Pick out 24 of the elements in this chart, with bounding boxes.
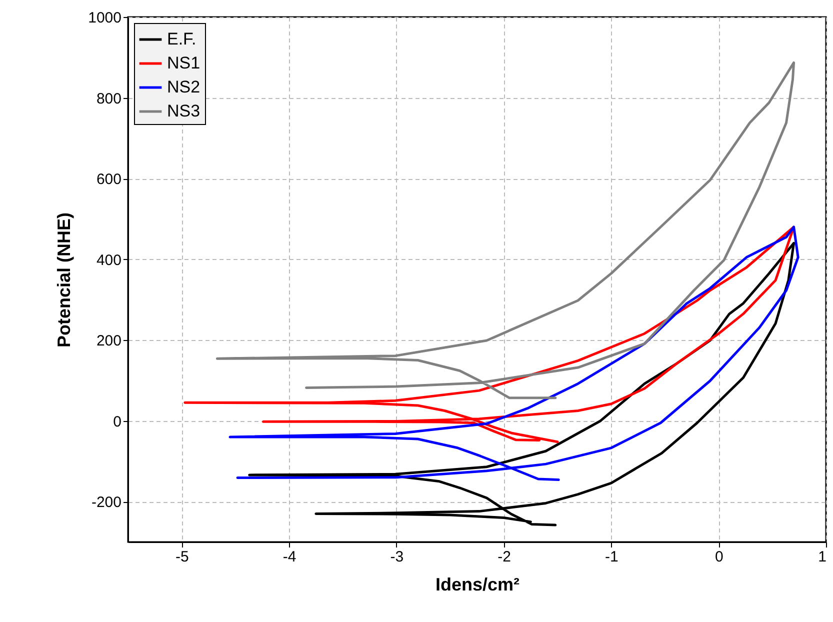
y-tick-label: 400: [96, 252, 122, 269]
line-series: [216, 61, 796, 400]
legend-label: NS3: [167, 102, 200, 120]
line-series: [248, 242, 796, 526]
x-tick-label: -2: [498, 548, 512, 566]
legend-label: NS2: [167, 78, 200, 96]
x-tick-label: 1: [818, 548, 826, 566]
legend-label: NS1: [167, 54, 200, 72]
y-tick-label: 200: [96, 332, 122, 350]
legend-label: E.F.: [167, 30, 196, 48]
y-tick-label: 1000: [88, 10, 122, 26]
x-tick-label: -4: [282, 548, 296, 566]
line-series: [184, 226, 796, 444]
y-tick-label: 0: [113, 413, 122, 430]
x-axis-title: Idens/cm²: [435, 574, 520, 594]
x-tick-label: -5: [176, 548, 189, 566]
x-tick-label: -1: [605, 548, 618, 566]
x-tick-label: -3: [390, 548, 404, 566]
x-tick-label: 0: [714, 548, 724, 566]
y-tick-label: 600: [96, 171, 122, 188]
line-series: [228, 226, 800, 482]
y-axis-title: Potencial (NHE): [54, 212, 74, 348]
y-tick-label: -200: [91, 494, 122, 512]
y-tick-label: 800: [96, 90, 122, 108]
